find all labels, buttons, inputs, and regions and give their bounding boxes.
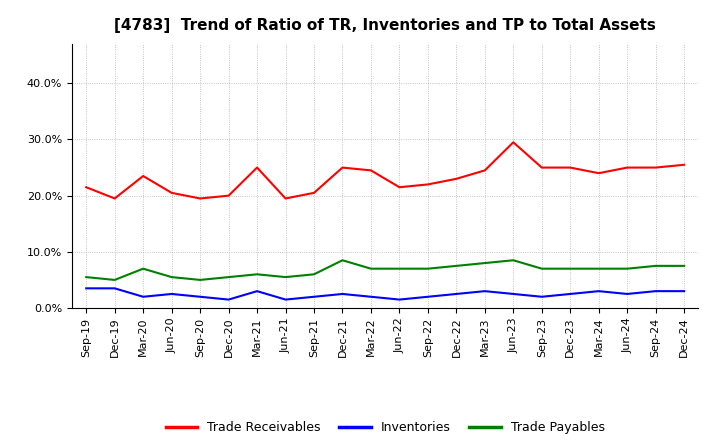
Trade Receivables xyxy=(196,196,204,201)
Inventories xyxy=(82,286,91,291)
Trade Receivables xyxy=(623,165,631,170)
Trade Receivables xyxy=(225,193,233,198)
Inventories xyxy=(480,289,489,294)
Line: Inventories: Inventories xyxy=(86,288,684,300)
Trade Receivables xyxy=(310,190,318,195)
Trade Receivables xyxy=(595,171,603,176)
Trade Payables xyxy=(509,257,518,263)
Trade Receivables xyxy=(537,165,546,170)
Trade Receivables xyxy=(480,168,489,173)
Inventories xyxy=(253,289,261,294)
Trade Receivables xyxy=(110,196,119,201)
Trade Receivables xyxy=(423,182,432,187)
Inventories xyxy=(282,297,290,302)
Trade Payables xyxy=(566,266,575,271)
Legend: Trade Receivables, Inventories, Trade Payables: Trade Receivables, Inventories, Trade Pa… xyxy=(161,416,610,439)
Line: Trade Payables: Trade Payables xyxy=(86,260,684,280)
Trade Payables xyxy=(423,266,432,271)
Trade Payables xyxy=(196,277,204,282)
Inventories xyxy=(196,294,204,299)
Trade Payables xyxy=(452,263,461,268)
Trade Payables xyxy=(110,277,119,282)
Inventories xyxy=(680,289,688,294)
Trade Payables xyxy=(623,266,631,271)
Trade Payables xyxy=(139,266,148,271)
Trade Payables xyxy=(338,257,347,263)
Trade Receivables xyxy=(282,196,290,201)
Trade Payables xyxy=(652,263,660,268)
Trade Receivables xyxy=(509,139,518,145)
Inventories xyxy=(509,291,518,297)
Inventories xyxy=(423,294,432,299)
Trade Receivables xyxy=(566,165,575,170)
Inventories xyxy=(110,286,119,291)
Inventories xyxy=(139,294,148,299)
Title: [4783]  Trend of Ratio of TR, Inventories and TP to Total Assets: [4783] Trend of Ratio of TR, Inventories… xyxy=(114,18,656,33)
Trade Payables xyxy=(680,263,688,268)
Inventories xyxy=(623,291,631,297)
Inventories xyxy=(595,289,603,294)
Trade Payables xyxy=(310,271,318,277)
Inventories xyxy=(225,297,233,302)
Inventories xyxy=(366,294,375,299)
Trade Receivables xyxy=(680,162,688,167)
Trade Receivables xyxy=(139,173,148,179)
Trade Payables xyxy=(480,260,489,266)
Trade Payables xyxy=(595,266,603,271)
Trade Payables xyxy=(537,266,546,271)
Inventories xyxy=(167,291,176,297)
Trade Payables xyxy=(395,266,404,271)
Inventories xyxy=(566,291,575,297)
Inventories xyxy=(537,294,546,299)
Inventories xyxy=(310,294,318,299)
Trade Receivables xyxy=(652,165,660,170)
Trade Receivables xyxy=(167,190,176,195)
Trade Receivables xyxy=(82,185,91,190)
Trade Receivables xyxy=(452,176,461,181)
Trade Receivables xyxy=(253,165,261,170)
Trade Receivables xyxy=(366,168,375,173)
Trade Payables xyxy=(282,275,290,280)
Trade Payables xyxy=(366,266,375,271)
Trade Payables xyxy=(253,271,261,277)
Trade Receivables xyxy=(395,185,404,190)
Trade Payables xyxy=(167,275,176,280)
Trade Payables xyxy=(82,275,91,280)
Inventories xyxy=(338,291,347,297)
Trade Receivables xyxy=(338,165,347,170)
Trade Payables xyxy=(225,275,233,280)
Line: Trade Receivables: Trade Receivables xyxy=(86,142,684,198)
Inventories xyxy=(652,289,660,294)
Inventories xyxy=(395,297,404,302)
Inventories xyxy=(452,291,461,297)
